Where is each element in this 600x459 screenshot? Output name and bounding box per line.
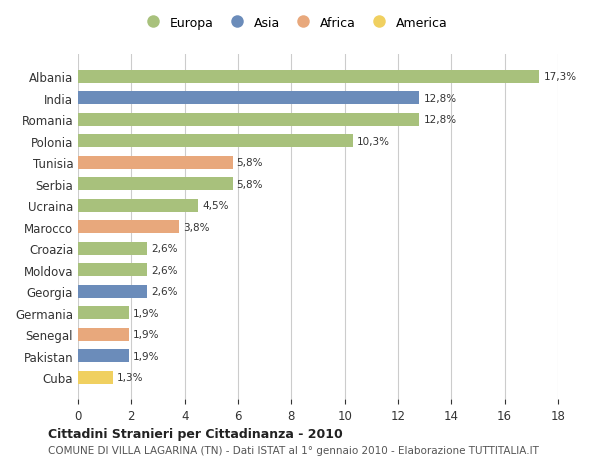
Legend: Europa, Asia, Africa, America: Europa, Asia, Africa, America: [140, 17, 448, 29]
Bar: [78, 71, 539, 84]
Text: 1,9%: 1,9%: [133, 351, 159, 361]
Text: 2,6%: 2,6%: [151, 265, 178, 275]
Text: 2,6%: 2,6%: [151, 286, 178, 297]
Bar: [78, 113, 419, 127]
Bar: [78, 157, 233, 169]
Text: COMUNE DI VILLA LAGARINA (TN) - Dati ISTAT al 1° gennaio 2010 - Elaborazione TUT: COMUNE DI VILLA LAGARINA (TN) - Dati IST…: [48, 446, 539, 455]
Text: 5,8%: 5,8%: [236, 179, 263, 189]
Bar: [78, 221, 179, 234]
Text: 2,6%: 2,6%: [151, 244, 178, 254]
Text: 1,9%: 1,9%: [133, 308, 159, 318]
Text: 1,9%: 1,9%: [133, 330, 159, 339]
Bar: [78, 242, 148, 255]
Bar: [78, 263, 148, 276]
Text: 4,5%: 4,5%: [202, 201, 229, 211]
Bar: [78, 371, 113, 384]
Bar: [78, 199, 198, 212]
Bar: [78, 349, 128, 362]
Bar: [78, 178, 233, 191]
Bar: [78, 135, 353, 148]
Text: 10,3%: 10,3%: [356, 136, 389, 146]
Bar: [78, 328, 128, 341]
Text: 12,8%: 12,8%: [424, 94, 457, 104]
Bar: [78, 92, 419, 105]
Text: 5,8%: 5,8%: [236, 158, 263, 168]
Text: 12,8%: 12,8%: [424, 115, 457, 125]
Bar: [78, 307, 128, 319]
Text: 3,8%: 3,8%: [184, 222, 210, 232]
Bar: [78, 285, 148, 298]
Text: 17,3%: 17,3%: [544, 72, 577, 82]
Text: 1,3%: 1,3%: [116, 372, 143, 382]
Text: Cittadini Stranieri per Cittadinanza - 2010: Cittadini Stranieri per Cittadinanza - 2…: [48, 427, 343, 440]
